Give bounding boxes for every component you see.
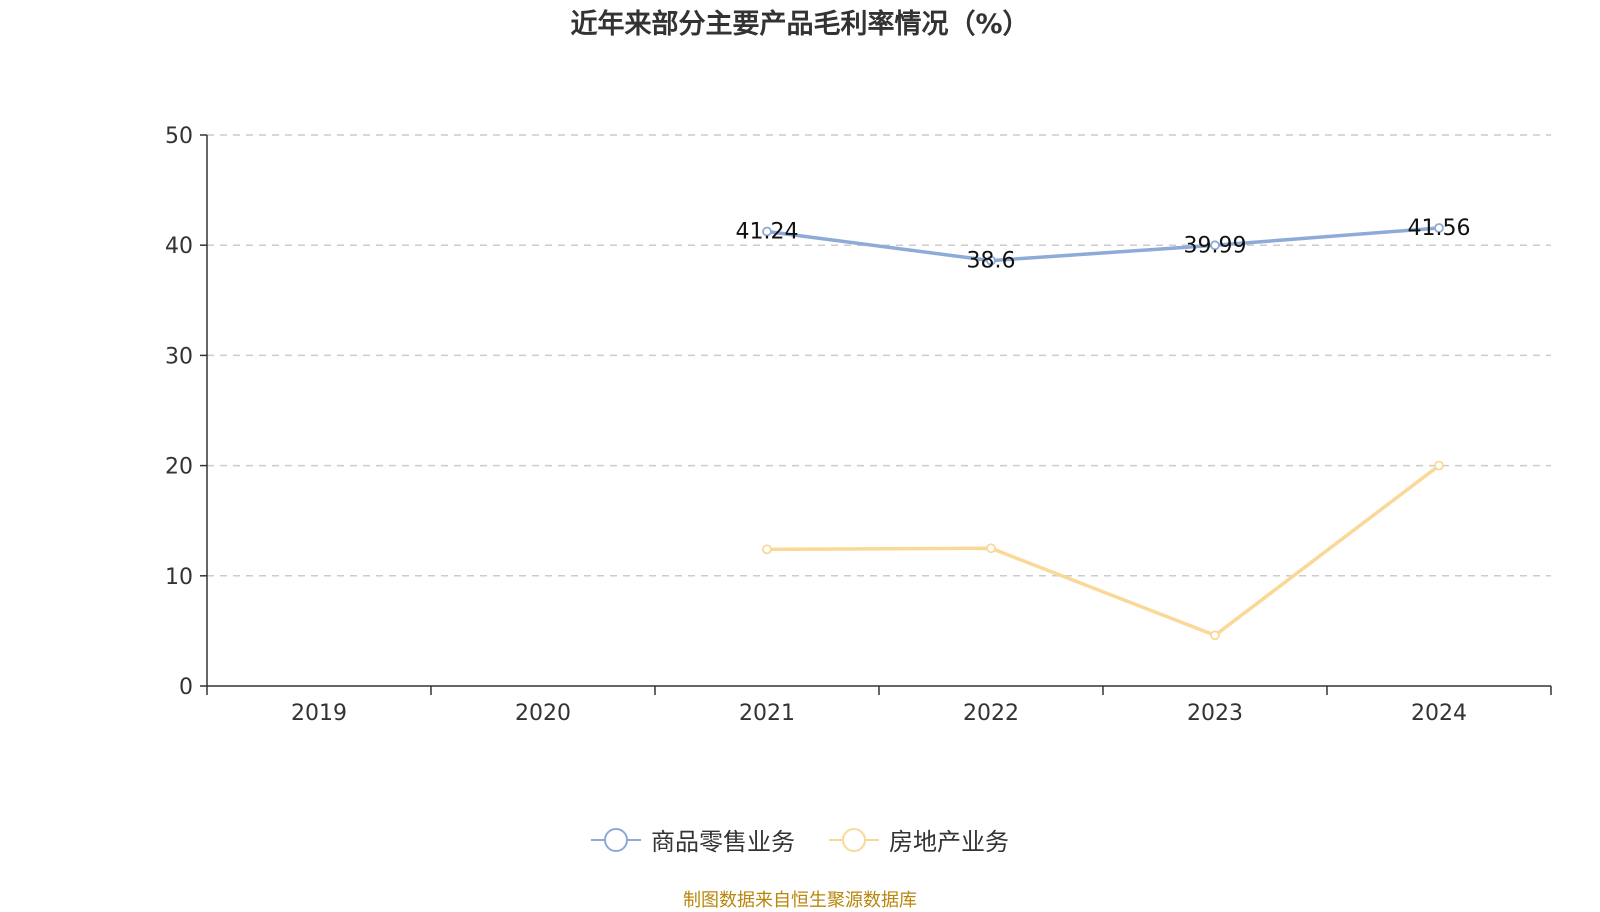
data-point: [986, 255, 996, 266]
x-tick-label: 2019: [291, 701, 347, 726]
y-tick-label: 50: [165, 124, 193, 149]
chart-legend: 商品零售业务 房地产业务: [0, 822, 1600, 857]
data-point: [762, 226, 772, 237]
data-point: [1210, 630, 1220, 641]
data-label: 41.56: [1408, 216, 1471, 241]
y-tick-label: 10: [165, 565, 193, 590]
y-tick-label: 40: [165, 234, 193, 259]
data-point: [1434, 223, 1444, 233]
legend-label: 房地产业务: [889, 828, 1009, 856]
x-tick-label: 2024: [1411, 701, 1467, 726]
x-tick-label: 2020: [515, 701, 571, 726]
legend-label: 商品零售业务: [651, 828, 795, 856]
y-tick-label: 30: [165, 344, 193, 369]
legend-marker-icon: [591, 827, 641, 853]
y-tick-label: 20: [165, 455, 193, 480]
y-tick-label: 0: [179, 675, 193, 700]
legend-marker-icon: [829, 827, 879, 853]
x-tick-label: 2021: [739, 701, 795, 726]
source-note: 制图数据来自恒生聚源数据库: [683, 890, 917, 911]
data-label: 39.99: [1184, 233, 1247, 258]
legend-item[interactable]: 商品零售业务: [591, 822, 795, 857]
x-tick-label: 2023: [1187, 701, 1243, 726]
series-line-1: [766, 226, 1440, 263]
data-point: [986, 543, 996, 554]
data-point: [762, 544, 772, 555]
x-tick-label: 2022: [963, 701, 1019, 726]
series-line-2: [766, 464, 1441, 638]
chart-title: 近年来部分主要产品毛利率情况（%）: [570, 9, 1030, 40]
data-label: 41.24: [736, 220, 799, 245]
legend-item[interactable]: 房地产业务: [829, 822, 1009, 857]
data-label: 38.6: [967, 249, 1016, 274]
data-point: [1210, 240, 1220, 251]
data-point: [1434, 460, 1444, 471]
